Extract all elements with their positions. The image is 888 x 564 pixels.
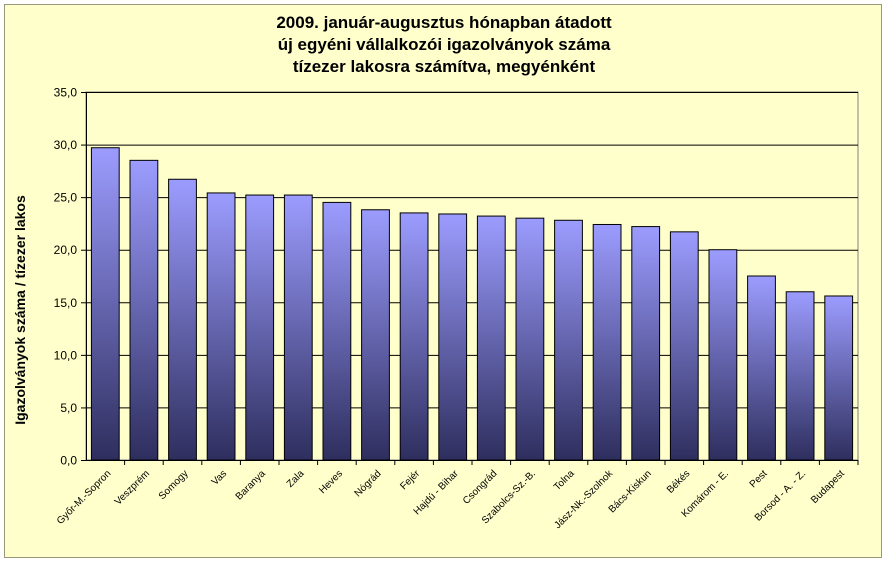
bar	[824, 295, 854, 461]
bar	[708, 249, 738, 461]
bar	[515, 217, 545, 461]
bar	[631, 226, 661, 461]
bar	[206, 192, 236, 461]
y-tick-label: 15,0	[54, 296, 78, 310]
bar	[747, 275, 776, 461]
bar	[438, 213, 468, 461]
x-tick-label: Somogy	[157, 468, 191, 502]
y-tick-label: 10,0	[54, 348, 78, 362]
y-tick-label: 0,0	[60, 454, 77, 468]
bar	[283, 194, 313, 461]
x-tick-label: Heves	[317, 468, 345, 496]
bar	[554, 219, 583, 461]
bar	[669, 231, 699, 461]
x-tick-label: Baranya	[234, 468, 268, 502]
y-tick-label: 20,0	[54, 243, 78, 257]
bar	[361, 209, 390, 461]
x-tick-label: Veszprém	[113, 468, 152, 507]
y-tick-label: 25,0	[54, 191, 78, 205]
x-tick-label: Csongrád	[461, 468, 499, 506]
x-tick-label: Békés	[665, 468, 692, 495]
chart-title-line-1: 2009. január-augusztus hónapban átadott	[276, 13, 612, 32]
x-tick-label: Vas	[210, 468, 229, 487]
y-tick-label: 35,0	[54, 86, 78, 100]
x-tick-label: Budapest	[809, 468, 847, 506]
bar	[90, 147, 120, 461]
bar	[129, 159, 159, 461]
bar	[168, 178, 197, 461]
plot-area	[85, 91, 859, 461]
chart-title-line-3: tízezer lakosra számítva, megyénként	[292, 57, 596, 76]
x-tick-label: Pest	[748, 468, 770, 490]
chart-title-line-2: új egyéni vállalkozói igazolványok száma	[277, 35, 611, 54]
x-tick-label: Fejér	[398, 468, 422, 492]
bar	[785, 291, 815, 461]
x-tick-label: Tolna	[552, 468, 577, 493]
bar	[245, 194, 275, 461]
x-tick-label: Zala	[285, 468, 307, 490]
bar	[399, 212, 429, 461]
x-tick-label: Győr-M.-Sopron	[55, 468, 113, 526]
y-tick-label: 5,0	[60, 401, 77, 415]
y-tick-label: 30,0	[54, 138, 78, 152]
bar	[592, 223, 622, 461]
x-tick-label: Nógrád	[353, 468, 384, 499]
bar	[322, 201, 352, 461]
chart-title: 2009. január-augusztus hónapban átadott …	[0, 12, 888, 78]
bar	[476, 215, 506, 461]
